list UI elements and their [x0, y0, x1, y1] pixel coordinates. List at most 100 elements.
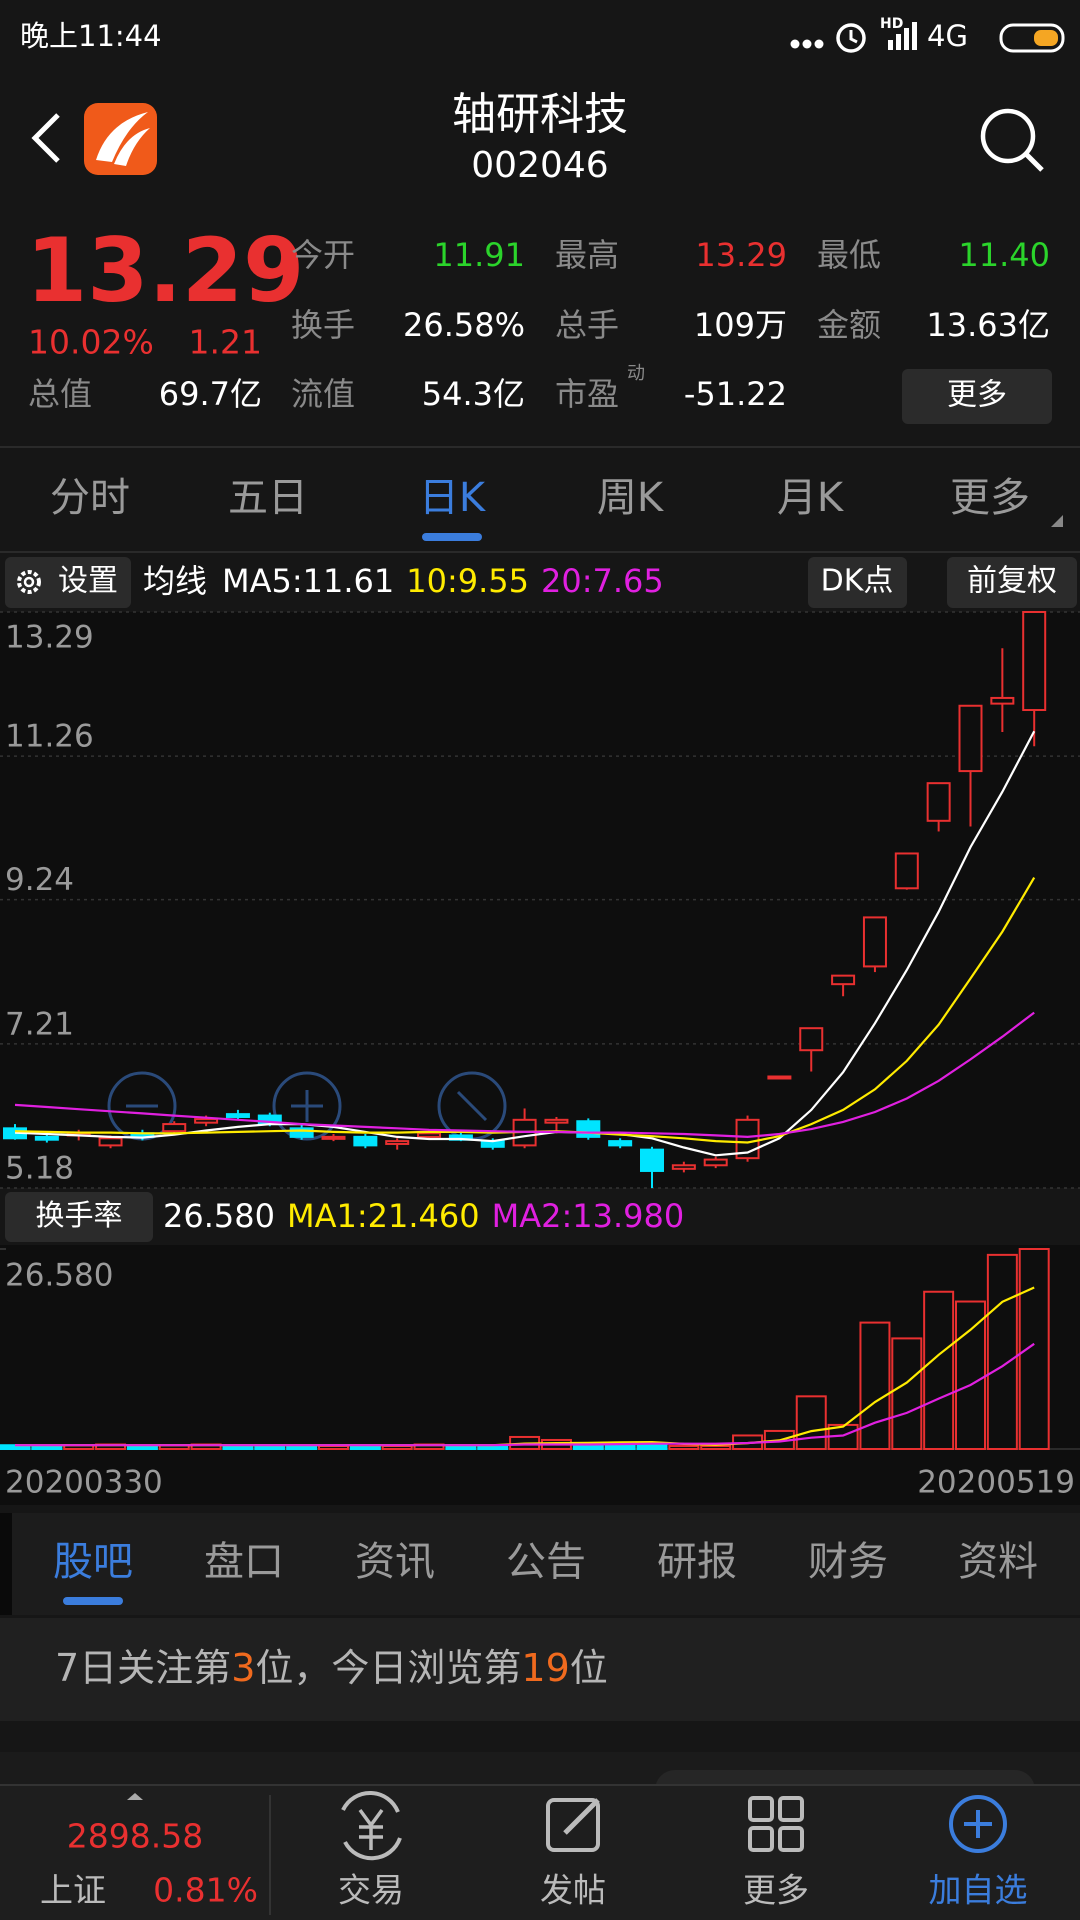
- index-change: 0.81%: [153, 1871, 258, 1910]
- stat-label: 总手: [555, 306, 619, 344]
- section-tab-bar: [0, 1513, 1080, 1615]
- candle-body: [671, 1164, 696, 1170]
- settings-button[interactable]: [5, 557, 131, 608]
- bottom-bar: [0, 1785, 1080, 1920]
- stat-label: 最高: [555, 236, 619, 274]
- turnover-bar: [668, 1444, 700, 1451]
- legend-entry: MA2:13.980: [492, 1197, 685, 1235]
- zoom-in[interactable]: [272, 1071, 342, 1141]
- notice-part: 位: [570, 1646, 608, 1690]
- y-tick-label: 26.580: [5, 1258, 113, 1294]
- y-tick-label: 5.18: [5, 1151, 74, 1187]
- section-tab[interactable]: 财务: [808, 1539, 888, 1585]
- stat-value: 69.7亿: [159, 375, 262, 413]
- legend-entry: 10:9.55: [406, 562, 529, 600]
- stat-label: 市盈: [555, 375, 619, 413]
- candle-body: [799, 1027, 824, 1052]
- candle-body: [831, 974, 856, 986]
- candle-body: [576, 1120, 601, 1138]
- period-tab[interactable]: 更多: [950, 475, 1030, 521]
- candle-body: [703, 1158, 728, 1167]
- period-tab[interactable]: 月K: [777, 475, 845, 521]
- section-tab[interactable]: 资料: [958, 1539, 1038, 1585]
- x-tick-label: 20200330: [5, 1465, 163, 1501]
- tab-edge: [0, 1513, 12, 1615]
- candle-body: [417, 1132, 442, 1138]
- stat-value: 13.29: [695, 236, 787, 274]
- more-button[interactable]: [902, 369, 1052, 424]
- candle-body: [990, 696, 1015, 705]
- candle-body: [225, 1113, 250, 1118]
- section-tab[interactable]: 研报: [657, 1539, 737, 1585]
- candle-body: [926, 782, 951, 822]
- gear-icon: [17, 570, 41, 594]
- candle-body: [321, 1135, 346, 1140]
- settings-label: 设置: [58, 564, 118, 599]
- stock-code: 002046: [471, 145, 608, 186]
- turnover-header: [0, 1190, 1080, 1245]
- turnover-bar: [923, 1290, 955, 1450]
- stock-logo: [84, 103, 157, 175]
- candle-body: [1022, 611, 1047, 712]
- turnover-bar: [700, 1444, 732, 1451]
- candle-body: [385, 1140, 410, 1145]
- adjust-label: 前复权: [967, 564, 1057, 599]
- ma-line: [15, 1342, 1035, 1447]
- period-tab[interactable]: 日K: [419, 475, 487, 521]
- turnover-bar: [31, 1444, 63, 1451]
- ma-line: [14, 1011, 1035, 1139]
- search-button[interactable]: [980, 108, 1044, 172]
- dk-button[interactable]: [808, 557, 907, 608]
- turnover-bar: [126, 1444, 158, 1451]
- nav-item[interactable]: 交易: [338, 1871, 404, 1910]
- candle-body: [289, 1127, 314, 1138]
- stat-value: 54.3亿: [422, 375, 525, 413]
- status-hd: HD: [880, 16, 903, 32]
- adjust-button[interactable]: [947, 557, 1077, 608]
- back-button[interactable]: [31, 113, 60, 163]
- stat-label: 金额: [817, 306, 881, 344]
- legend-entry: MA5:11.61: [222, 562, 394, 600]
- stat-value: 109万: [694, 306, 787, 344]
- candle-body: [34, 1135, 59, 1141]
- notice-part: 7日关注第: [55, 1646, 231, 1690]
- section-tab[interactable]: 资讯: [355, 1539, 435, 1585]
- nav-item[interactable]: 更多: [743, 1871, 809, 1910]
- y-tick-label: 13.29: [5, 620, 94, 656]
- turnover-bar: [859, 1321, 891, 1450]
- change-amount: 1.21: [189, 323, 262, 362]
- period-tab[interactable]: 分时: [50, 475, 130, 521]
- stat-label: 换手: [291, 306, 355, 344]
- notice-part: 19: [521, 1646, 569, 1690]
- index-value: 2898.58: [67, 1817, 203, 1856]
- section-tab[interactable]: 公告: [506, 1539, 586, 1585]
- y-tick-label: 9.24: [5, 862, 74, 898]
- candle-body: [767, 1075, 792, 1080]
- candle-body: [162, 1123, 187, 1133]
- notice-bar: [0, 1618, 1080, 1721]
- turnover-bar: [604, 1444, 636, 1451]
- stat-label: 流值: [291, 375, 355, 413]
- nav-item[interactable]: 加自选: [929, 1871, 1028, 1910]
- indicator-button[interactable]: [5, 1192, 153, 1242]
- section-tab[interactable]: 股吧: [53, 1539, 133, 1585]
- more-button-label: 更多: [947, 378, 1007, 413]
- turnover-bar: [1018, 1248, 1050, 1450]
- period-tab[interactable]: 周K: [597, 475, 665, 521]
- section-tab[interactable]: 盘口: [204, 1539, 284, 1585]
- nav-item[interactable]: 发帖: [540, 1871, 606, 1910]
- candle-body: [894, 852, 919, 890]
- tab-more-indicator: [1051, 515, 1063, 527]
- candle-body: [194, 1118, 219, 1124]
- stat-label: 今开: [291, 236, 355, 274]
- candle-body: [353, 1135, 378, 1147]
- turnover-bar: [286, 1444, 318, 1451]
- turnover-area: [0, 1245, 1080, 1505]
- y-tick-label: 7.21: [5, 1006, 74, 1042]
- stock-name: 轴研科技: [452, 89, 628, 140]
- turnover-bar: [891, 1337, 923, 1450]
- period-tab[interactable]: 五日: [228, 475, 308, 521]
- candle-body: [862, 916, 887, 968]
- stat-label-sup: 动: [627, 363, 645, 384]
- notice-part: 位，今日浏览第: [255, 1646, 521, 1690]
